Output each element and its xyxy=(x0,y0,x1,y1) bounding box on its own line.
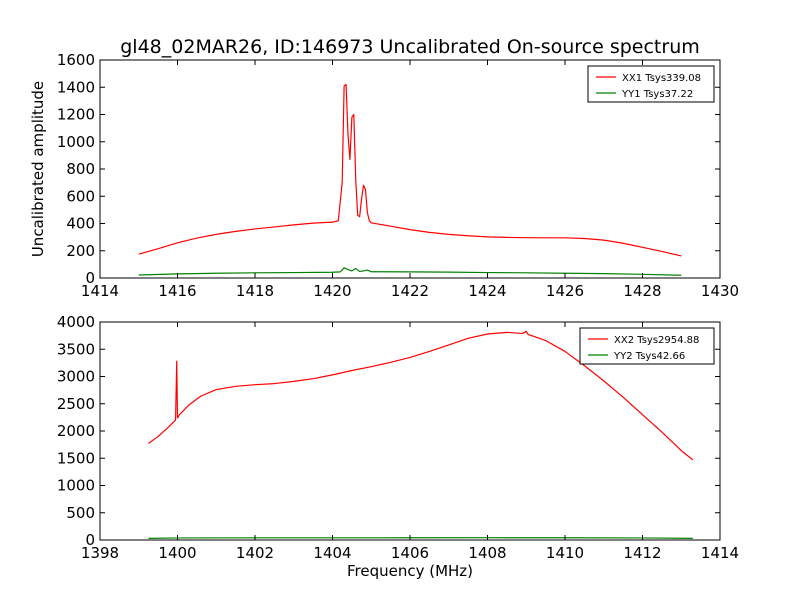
chart-2-x-axis-label: Frequency (MHz) xyxy=(347,562,473,580)
chart-2-x-tick-label: 1404 xyxy=(313,544,351,562)
chart-1-y-tick-label: 200 xyxy=(66,242,95,260)
chart-2-legend xyxy=(579,327,715,365)
chart-2-x-tick-label: 1400 xyxy=(158,544,196,562)
chart-2-x-tick-label: 1410 xyxy=(546,544,584,562)
chart-1-x-tick-label: 1416 xyxy=(158,282,196,300)
chart-1-x-tick-label: 1424 xyxy=(468,282,506,300)
chart-2-y-tick-label: 2000 xyxy=(57,422,95,440)
chart-2-x-tick-label: 1408 xyxy=(468,544,506,562)
chart-2-y-tick-label: 3000 xyxy=(57,368,95,386)
chart-2-x-tick-label: 1412 xyxy=(623,544,661,562)
chart-2-y-tick-label: 0 xyxy=(85,531,95,549)
chart-1-x-tick-label: 1428 xyxy=(623,282,661,300)
chart-1-x-tick-label: 1426 xyxy=(546,282,584,300)
chart-2-x-tick-label: 1398 xyxy=(81,544,119,562)
chart-1-y-tick-label: 1000 xyxy=(57,133,95,151)
chart-1-series-line-1 xyxy=(138,83,682,257)
chart-1-y-tick-label: 0 xyxy=(85,269,95,287)
chart-2-y-tick-label: 4000 xyxy=(57,313,95,331)
chart-2-x-tick-label: 1406 xyxy=(391,544,429,562)
chart-2-y-tick-label: 1500 xyxy=(57,449,95,467)
chart-2-y-tick-label: 3500 xyxy=(57,340,95,358)
chart-1-x-tick-label: 1420 xyxy=(313,282,351,300)
chart-2-y-tick-label: 2500 xyxy=(57,395,95,413)
chart-1-y-tick-label: 1400 xyxy=(57,78,95,96)
chart-1-y-tick-label: 1600 xyxy=(57,51,95,69)
chart-1-x-tick-label: 1430 xyxy=(701,282,739,300)
chart-1-y-tick-label: 600 xyxy=(66,187,95,205)
chart-2-legend-entry-2: YY2 Tsys42.66 xyxy=(613,351,685,362)
chart-1-series-line-2 xyxy=(138,267,682,276)
chart-1-legend-entry-2: YY1 Tsys37.22 xyxy=(621,89,693,100)
chart-1-legend xyxy=(587,65,715,103)
chart-1-y-tick-label: 400 xyxy=(66,215,95,233)
chart-1-x-tick-label: 1414 xyxy=(81,282,119,300)
chart-1-x-tick-label: 1418 xyxy=(236,282,274,300)
chart-2-series-line-1 xyxy=(148,330,694,461)
chart-1-legend-entry-1: XX1 Tsys339.08 xyxy=(622,73,701,84)
chart-1-y-tick-label: 800 xyxy=(66,160,95,178)
chart-1-y-tick-label: 1200 xyxy=(57,106,95,124)
chart-2-y-tick-label: 1000 xyxy=(57,477,95,495)
chart-2-x-tick-label: 1414 xyxy=(701,544,739,562)
chart-1-title: gl48_02MAR26, ID:146973 Uncalibrated On-… xyxy=(120,36,700,58)
chart-2-y-tick-label: 500 xyxy=(66,504,95,522)
chart-2-x-tick-label: 1402 xyxy=(236,544,274,562)
chart-2-legend-entry-1: XX2 Tsys2954.88 xyxy=(614,335,699,346)
chart-1-y-axis-label: Uncalibrated amplitude xyxy=(29,81,47,257)
chart-2-series-line-2 xyxy=(148,537,693,539)
chart-1-x-tick-label: 1422 xyxy=(391,282,429,300)
